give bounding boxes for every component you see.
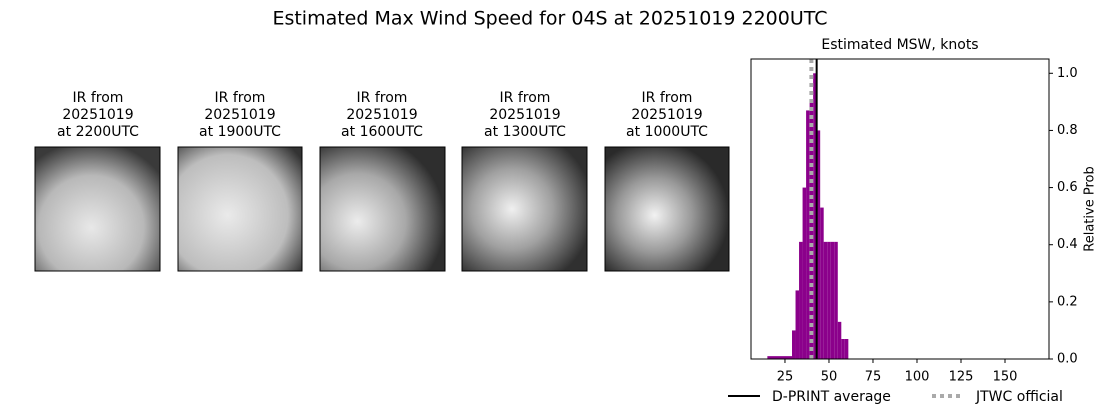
bar [841,339,845,359]
bar [837,321,842,359]
bar [820,207,824,359]
legend-label: JTWC official [975,389,1063,405]
panel-title: 20251019 [631,107,702,123]
bar [827,241,831,359]
panel-title: 20251019 [62,107,133,123]
panel-title: IR from [500,90,551,106]
bar [767,356,793,359]
bar [823,241,828,359]
bar [830,241,835,359]
bar [806,110,810,359]
x-tick-label: 75 [865,370,882,385]
y-tick-label: 0.2 [1057,294,1078,309]
ir-image [34,146,161,272]
bar [799,241,803,359]
panel-title: IR from [73,90,124,106]
chart-title: Estimated MSW, knots [821,37,978,53]
y-tick-label: 0.0 [1057,352,1078,367]
panel-title: at 1900UTC [199,124,281,140]
panel-title: IR from [357,90,408,106]
ir-image [461,146,588,272]
y-tick-label: 0.4 [1057,237,1078,252]
bar [792,330,796,359]
bar [844,339,849,359]
panel-title: 20251019 [489,107,560,123]
y-axis-label: Relative Prob [1083,166,1098,251]
x-tick-label: 125 [949,370,974,385]
panel-title: at 2200UTC [57,124,139,140]
bar [802,187,807,359]
panel-title: 20251019 [204,107,275,123]
y-tick-label: 1.0 [1057,66,1078,81]
panel-title: at 1300UTC [484,124,566,140]
ir-image [319,146,446,272]
panel-title: at 1000UTC [626,124,708,140]
legend-label: D-PRINT average [772,389,891,405]
x-tick-label: 50 [821,370,838,385]
bar [813,73,817,360]
panel-title: IR from [642,90,693,106]
x-tick-label: 150 [993,370,1018,385]
bar [795,290,800,359]
x-tick-label: 25 [777,370,794,385]
panel-title: at 1600UTC [341,124,423,140]
ir-image [177,146,303,272]
axes-frame [750,58,1050,360]
panel-title: IR from [215,90,266,106]
bar [816,130,821,359]
panel-title: 20251019 [346,107,417,123]
bar [834,241,838,359]
y-tick-label: 0.8 [1057,123,1078,138]
ir-image [604,146,730,272]
figure-title: Estimated Max Wind Speed for 04S at 2025… [272,8,827,30]
x-tick-label: 100 [905,370,930,385]
y-tick-label: 0.6 [1057,180,1078,195]
